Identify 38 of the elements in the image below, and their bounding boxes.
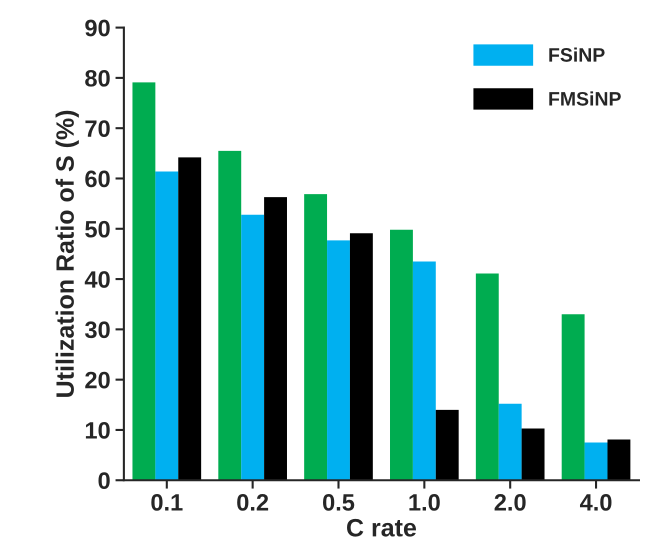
- y-tick-label: 40: [84, 271, 110, 288]
- x-tick-label: 2.0: [494, 494, 526, 511]
- x-tick-label: 0.2: [237, 494, 268, 511]
- x-tick-label: 4.0: [580, 494, 612, 511]
- y-tick-label: 30: [84, 321, 110, 338]
- y-tick-label: 50: [85, 220, 110, 238]
- y-tick-label: 20: [85, 372, 110, 388]
- bar: [304, 194, 328, 480]
- bar: [132, 82, 156, 480]
- x-tick-label: 1.0: [409, 494, 440, 511]
- y-tick-label: 70: [85, 120, 110, 137]
- bar: [522, 428, 545, 480]
- x-axis-title: C rate: [347, 518, 416, 537]
- bar: [350, 233, 373, 480]
- y-axis-title: Utilization Ratio of S (%): [56, 110, 79, 397]
- x-tick-label: 0.5: [323, 494, 354, 511]
- bar: [241, 214, 264, 480]
- y-tick-label: 90: [85, 20, 110, 36]
- bar: [436, 410, 459, 480]
- bar: [412, 261, 436, 480]
- y-tick-label: 60: [85, 170, 110, 188]
- bar: [264, 197, 287, 480]
- bar: [155, 171, 178, 480]
- bar: [562, 314, 585, 480]
- bar: [476, 274, 499, 480]
- legend-label: FMSiNP: [549, 91, 621, 106]
- x-tick-label: 0.1: [151, 494, 183, 511]
- bar: [607, 440, 630, 480]
- bar: [327, 240, 350, 480]
- y-tick-label: 80: [85, 70, 110, 87]
- y-tick-label: 10: [86, 422, 110, 439]
- y-tick-label: 0: [98, 472, 110, 490]
- bar: [584, 442, 608, 480]
- bar: [178, 157, 202, 480]
- legend-label: FSiNP: [549, 48, 605, 62]
- bar: [218, 150, 242, 480]
- bar: [390, 230, 413, 480]
- bar: [498, 404, 522, 480]
